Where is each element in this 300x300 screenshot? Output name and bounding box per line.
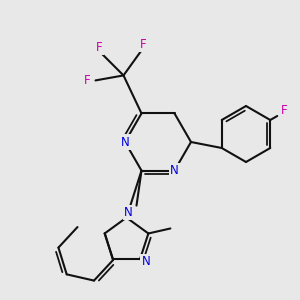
- Text: N: N: [142, 255, 150, 268]
- Text: N: N: [170, 164, 179, 177]
- Text: N: N: [124, 206, 133, 219]
- Text: F: F: [96, 41, 103, 54]
- Text: F: F: [281, 103, 288, 116]
- Text: F: F: [140, 38, 147, 51]
- Text: F: F: [84, 74, 91, 87]
- Text: N: N: [121, 136, 129, 148]
